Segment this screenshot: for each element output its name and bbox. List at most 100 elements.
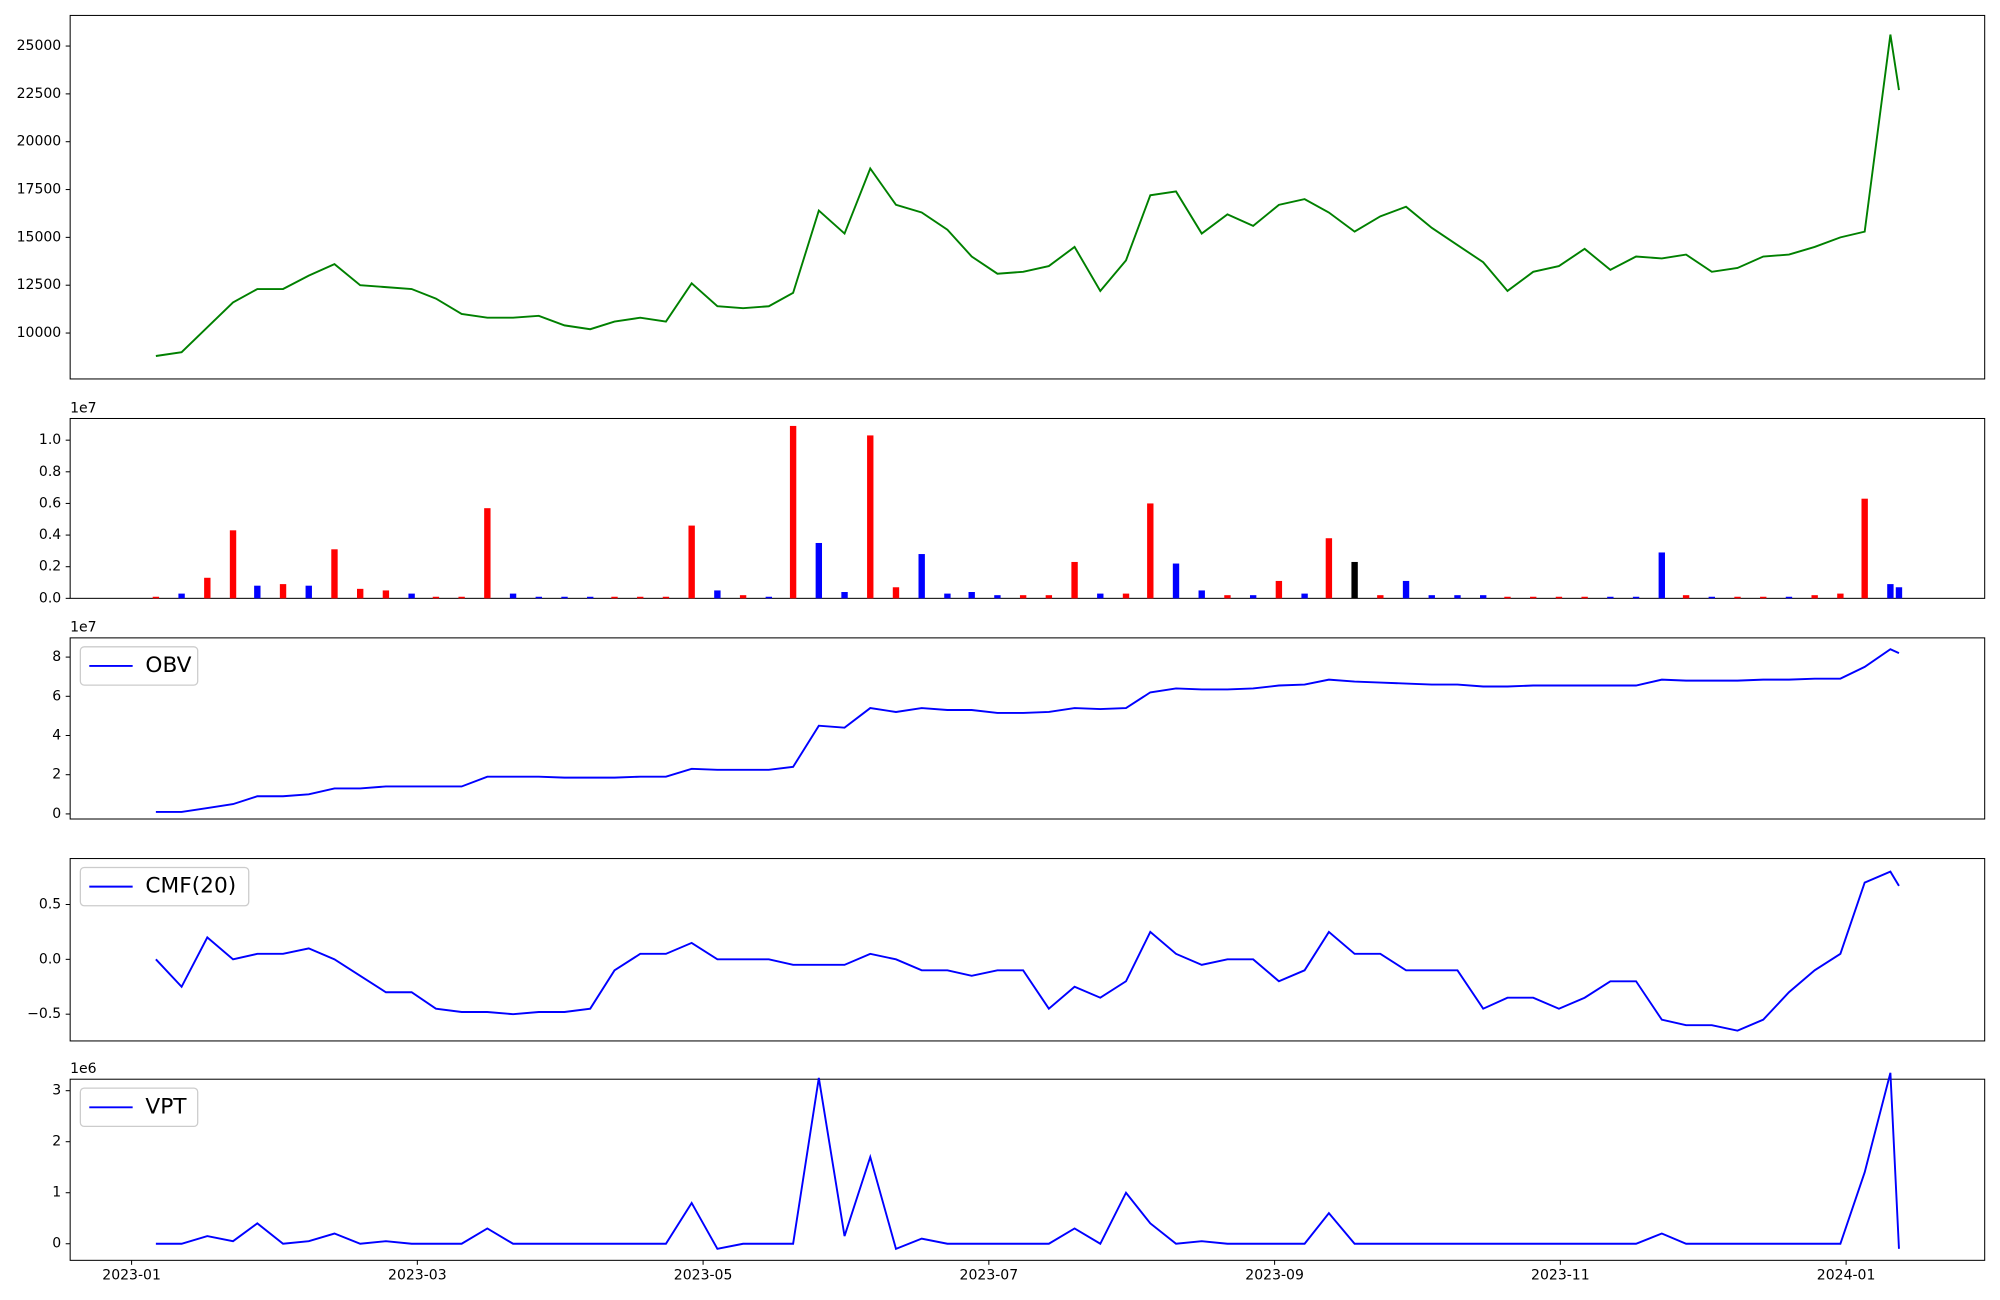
legend: OBV	[79, 646, 199, 686]
y-tick-label: 0.5	[39, 897, 61, 913]
volume-bar	[765, 596, 773, 599]
volume-bar	[1122, 593, 1130, 599]
y-tick-label: 22500	[17, 86, 62, 102]
y-tick-label: 25000	[17, 38, 62, 54]
volume-bar	[815, 542, 823, 599]
x-tick-label: 2024-01	[1817, 1268, 1876, 1284]
volume-bar	[1275, 580, 1283, 599]
axes-frame	[69, 1078, 1986, 1261]
volume-bar	[1480, 595, 1487, 599]
volume-bar	[1428, 595, 1435, 599]
volume-bar	[382, 590, 390, 599]
volume-bar	[739, 595, 747, 599]
volume-bar	[1147, 503, 1154, 599]
volume-bar	[229, 530, 237, 599]
volume-bar	[484, 508, 491, 599]
volume-bar	[1785, 596, 1793, 599]
legend-box	[79, 866, 250, 907]
volume-bar	[1887, 584, 1894, 599]
axes-frame	[69, 637, 1986, 820]
volume-bar	[561, 596, 568, 599]
axis-offset-label: 1e7	[70, 400, 96, 416]
volume-bar	[535, 596, 542, 599]
legend-box	[79, 1087, 199, 1128]
volume-bar	[1172, 563, 1180, 599]
volume-bar	[1402, 580, 1410, 599]
line-series	[155, 1072, 1900, 1251]
volume-bar	[204, 577, 211, 599]
volume-bar	[714, 590, 721, 599]
volume-bar	[1682, 595, 1690, 599]
volume-bar	[841, 592, 848, 599]
y-tick-label: 0	[52, 806, 61, 822]
legend-label: VPT	[145, 1094, 187, 1119]
y-tick-label: 8	[52, 649, 61, 665]
volume-bar	[1734, 596, 1741, 599]
volume-bar	[662, 596, 670, 599]
volume-bar	[1351, 561, 1358, 599]
volume-bar	[994, 595, 1001, 599]
volume-bar	[279, 584, 287, 599]
volume-bar	[305, 585, 312, 599]
volume-bar	[789, 425, 797, 599]
volume-bar	[1837, 593, 1844, 599]
volume-bar	[611, 596, 618, 599]
volume-bar	[1632, 596, 1640, 599]
volume-bar	[1249, 595, 1257, 599]
x-tick-label: 2023-09	[1245, 1268, 1304, 1284]
x-tick-label: 2023-05	[674, 1268, 733, 1284]
y-tick-label: 3	[52, 1083, 61, 1099]
axis-offset-label: 1e7	[70, 620, 96, 636]
volume-bar	[152, 596, 160, 599]
volume-bar	[408, 593, 415, 599]
volume-bar	[1811, 595, 1818, 599]
volume-bar	[1198, 590, 1205, 599]
volume-bar	[1045, 595, 1053, 599]
y-tick-label: 0.2	[39, 559, 61, 575]
y-tick-label: 1	[52, 1185, 61, 1201]
volume-bar	[1555, 596, 1563, 599]
volume-bar	[1097, 593, 1104, 599]
y-tick-label: 12500	[17, 277, 62, 293]
volume-bar	[1301, 593, 1308, 599]
volume-bar	[1861, 498, 1868, 599]
y-tick-label: 6	[52, 688, 61, 704]
volume-bar	[509, 593, 517, 599]
x-tick-label: 2023-07	[960, 1268, 1019, 1284]
y-tick-label: 0	[52, 1236, 61, 1252]
line-series	[155, 870, 1900, 1032]
y-tick-label: 15000	[17, 229, 62, 245]
volume-bar	[178, 593, 185, 599]
x-tick-label: 2023-01	[102, 1268, 161, 1284]
legend: CMF(20)	[79, 866, 250, 907]
volume-bar	[1895, 587, 1903, 599]
volume-bar	[637, 596, 644, 599]
volume-bar	[1658, 552, 1665, 599]
volume-bar	[1071, 561, 1078, 599]
axis-offset-label: 1e6	[70, 1061, 97, 1077]
line-series	[155, 34, 1900, 357]
y-tick-label: 2	[52, 767, 61, 783]
y-tick-label: 0.4	[39, 527, 61, 543]
volume-bar	[1504, 596, 1511, 599]
volume-bar	[1377, 595, 1384, 599]
y-tick-label: 0.6	[39, 495, 61, 511]
volume-bar	[944, 593, 951, 599]
volume-bar	[357, 588, 364, 599]
volume-bar	[1224, 595, 1231, 599]
x-tick-label: 2023-03	[388, 1268, 447, 1284]
y-tick-label: 20000	[17, 134, 62, 150]
y-tick-label: 17500	[17, 182, 62, 198]
volume-bar	[867, 435, 874, 599]
legend-label: CMF(20)	[145, 874, 236, 899]
volume-bar	[1454, 595, 1461, 599]
y-tick-label: 10000	[17, 325, 62, 341]
legend-box	[79, 646, 199, 686]
volume-bar	[1019, 595, 1027, 599]
y-tick-label: 1.0	[39, 432, 61, 448]
axes-frame	[69, 858, 1986, 1042]
y-tick-label: 0.0	[39, 951, 61, 967]
y-tick-label: 4	[52, 728, 61, 744]
